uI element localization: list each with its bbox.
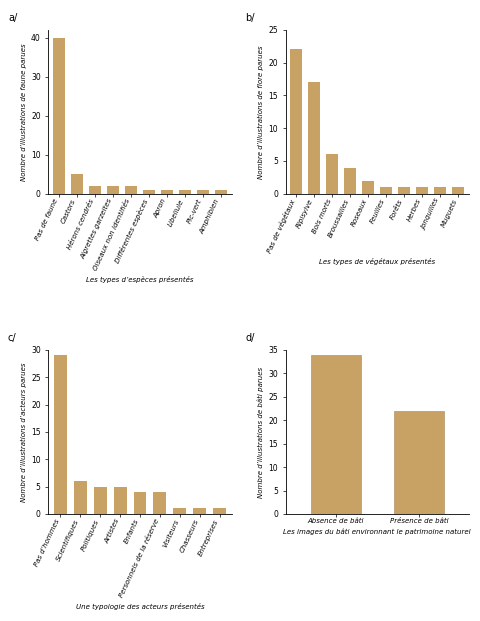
Bar bbox=[311, 355, 360, 514]
Bar bbox=[394, 411, 444, 514]
Bar bbox=[154, 492, 167, 514]
Bar bbox=[54, 355, 67, 514]
Bar bbox=[89, 186, 101, 194]
Bar bbox=[380, 187, 392, 194]
Bar bbox=[161, 190, 173, 194]
Y-axis label: Nombre d’illustrations d’acteurs parues: Nombre d’illustrations d’acteurs parues bbox=[21, 362, 27, 502]
Y-axis label: Nombre d’illustrations de faune parues: Nombre d’illustrations de faune parues bbox=[21, 43, 27, 181]
Text: d/: d/ bbox=[245, 333, 254, 343]
Bar bbox=[143, 190, 155, 194]
Bar bbox=[173, 509, 186, 514]
Text: b/: b/ bbox=[245, 13, 255, 23]
Bar bbox=[290, 50, 302, 194]
Bar bbox=[215, 190, 227, 194]
Bar bbox=[107, 186, 119, 194]
Bar bbox=[71, 175, 83, 194]
Bar bbox=[53, 38, 65, 194]
Bar bbox=[133, 492, 146, 514]
X-axis label: Une typologie des acteurs présentés: Une typologie des acteurs présentés bbox=[76, 603, 204, 610]
Bar bbox=[326, 155, 338, 194]
Bar bbox=[345, 168, 356, 194]
Bar bbox=[213, 509, 226, 514]
X-axis label: Les types de végétaux présentés: Les types de végétaux présentés bbox=[319, 258, 435, 265]
Bar bbox=[179, 190, 191, 194]
Bar bbox=[125, 186, 137, 194]
Text: c/: c/ bbox=[8, 333, 17, 343]
Bar bbox=[309, 82, 320, 194]
Y-axis label: Nombre d’illustrations de bâti parues: Nombre d’illustrations de bâti parues bbox=[257, 366, 264, 497]
Bar bbox=[416, 187, 428, 194]
Y-axis label: Nombre d’illustrations de flore parues: Nombre d’illustrations de flore parues bbox=[258, 45, 264, 179]
Text: a/: a/ bbox=[8, 13, 17, 23]
Bar bbox=[434, 187, 446, 194]
Bar bbox=[398, 187, 410, 194]
Bar bbox=[197, 190, 209, 194]
Bar bbox=[193, 509, 206, 514]
X-axis label: Les images du bâti environnant le patrimoine naturel: Les images du bâti environnant le patrim… bbox=[283, 528, 471, 535]
Bar bbox=[94, 487, 107, 514]
Bar bbox=[362, 181, 374, 194]
Bar bbox=[114, 487, 127, 514]
X-axis label: Les types d’espèces présentés: Les types d’espèces présentés bbox=[86, 276, 194, 283]
Bar bbox=[452, 187, 464, 194]
Bar bbox=[74, 481, 87, 514]
